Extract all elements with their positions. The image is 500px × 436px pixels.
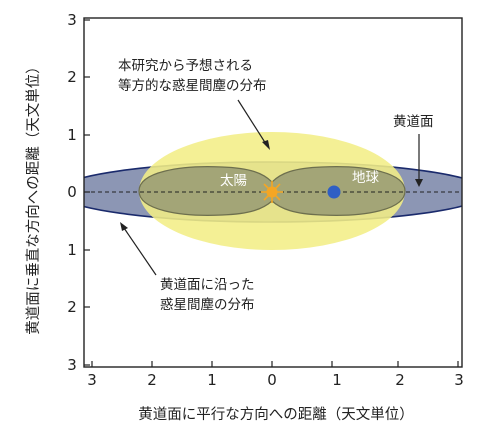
y-tick-label: 1 bbox=[67, 126, 77, 144]
y-tick-label: 0 bbox=[67, 183, 77, 201]
ecliptic-plane-annotation: 黄道面 bbox=[393, 114, 434, 130]
earth-icon bbox=[327, 185, 341, 199]
isotropic-arrow bbox=[237, 99, 267, 145]
along-plane-arrowhead bbox=[120, 222, 128, 231]
x-tick-label: 2 bbox=[395, 371, 405, 389]
x-axis-tick-labels: 3 2 1 0 1 2 3 bbox=[87, 371, 464, 389]
y-tick-label: 2 bbox=[67, 68, 77, 86]
along-plane-annotation-line1: 黄道面に沿った bbox=[160, 277, 255, 293]
y-axis-tick-labels: 3 2 1 0 1 2 3 bbox=[67, 11, 77, 374]
x-axis-title: 黄道面に平行な方向への距離（天文単位） bbox=[138, 405, 414, 423]
isotropic-arrowhead bbox=[262, 140, 270, 150]
x-axis-ticks bbox=[91, 361, 459, 367]
along-plane-arrow bbox=[123, 227, 157, 276]
y-tick-label: 3 bbox=[67, 356, 77, 374]
sun-icon bbox=[261, 181, 283, 203]
y-axis-ticks bbox=[84, 19, 90, 366]
x-tick-label: 1 bbox=[332, 371, 342, 389]
x-tick-label: 2 bbox=[147, 371, 157, 389]
sun-label: 太陽 bbox=[220, 173, 247, 189]
y-tick-label: 2 bbox=[67, 298, 77, 316]
along-plane-annotation-line2: 惑星間塵の分布 bbox=[160, 297, 255, 313]
y-tick-label: 1 bbox=[67, 241, 77, 259]
x-tick-label: 3 bbox=[454, 371, 464, 389]
y-axis-title: 黄道面に垂直な方向への距離（天文単位） bbox=[24, 59, 42, 335]
ecliptic-plane-arrowhead bbox=[415, 179, 423, 187]
x-tick-label: 0 bbox=[267, 371, 277, 389]
x-tick-label: 3 bbox=[87, 371, 97, 389]
y-tick-label: 3 bbox=[67, 11, 77, 29]
earth-label: 地球 bbox=[352, 170, 379, 186]
isotropic-annotation-line1: 本研究から予想される bbox=[118, 58, 253, 74]
isotropic-annotation-line2: 等方的な惑星間塵の分布 bbox=[118, 77, 267, 94]
x-tick-label: 1 bbox=[207, 371, 217, 389]
